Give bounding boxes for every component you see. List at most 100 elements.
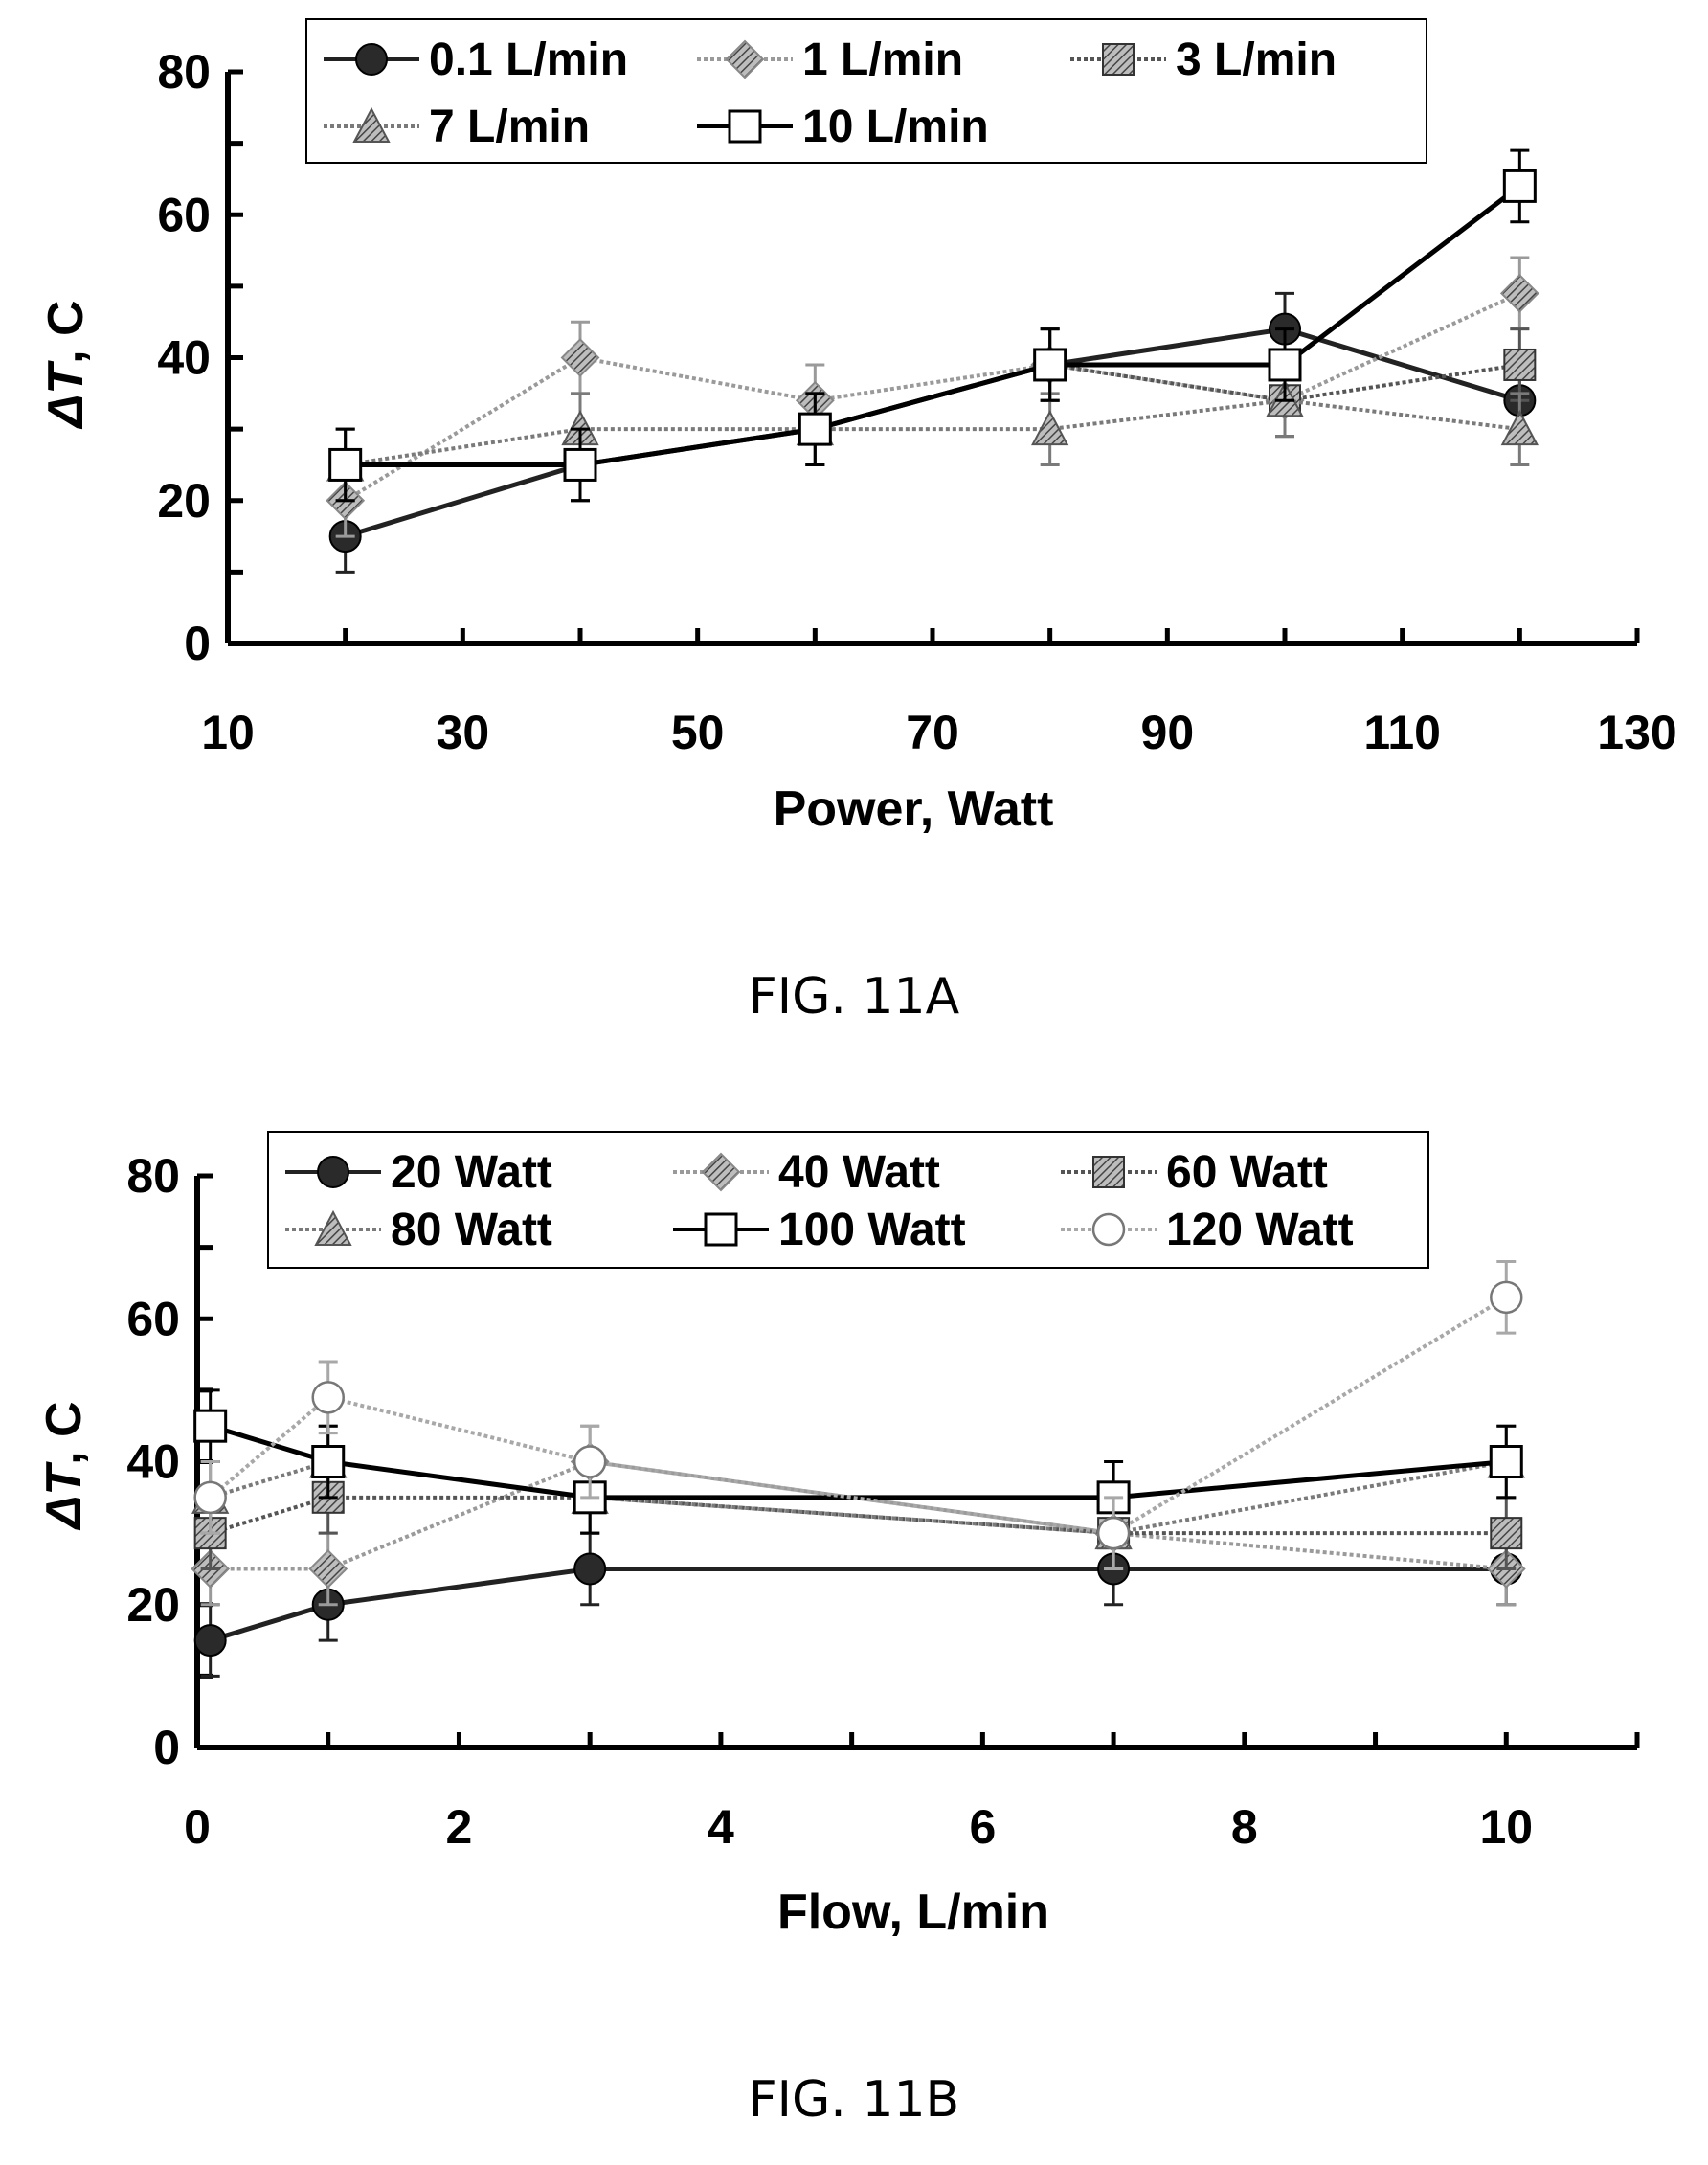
chart-11b-series-line xyxy=(210,1459,1507,1571)
chart-11a-ytick-label: 60 xyxy=(157,188,211,241)
chart-11b-legend-marker xyxy=(704,1212,738,1247)
chart-11b-ytick-label: 80 xyxy=(126,1149,180,1203)
chart-11a-series-line xyxy=(345,398,1520,467)
chart-11a-data-point xyxy=(798,412,832,446)
chart-11b-plot: 0 20 40 60 80 0 2 4 6 8 10 20 Watt 40 Watt 60 Watt 80 … xyxy=(126,1131,1640,1854)
chart-11a-legend-label: 10 L/min xyxy=(802,101,989,152)
chart-11a-xtick-label: 10 xyxy=(201,706,255,759)
chart-11a-xlabel: Power, Watt xyxy=(774,781,1054,837)
chart-11a-legend-label: 3 L/min xyxy=(1176,34,1337,85)
chart-11b-xtick-label: 8 xyxy=(1231,1800,1258,1854)
chart-11a-ytick-label: 40 xyxy=(157,331,211,385)
chart-11b-ylabel-symbol: ΔT xyxy=(36,1461,92,1531)
chart-11b-legend-label: 80 Watt xyxy=(391,1205,552,1255)
chart-11b-legend-marker xyxy=(701,1152,741,1192)
chart-11a-series-line xyxy=(344,327,1521,539)
chart-11b-legend-item: 20 Watt xyxy=(285,1147,552,1198)
chart-11a-legend-box xyxy=(305,18,1427,164)
chart-11a-data-point xyxy=(328,447,363,482)
chart-11b: 0 20 40 60 80 0 2 4 6 8 10 20 Watt 40 Watt 60 Watt 80 … xyxy=(36,1131,1640,2129)
chart-11b-legend-item: 80 Watt xyxy=(285,1205,552,1255)
chart-11a-legend-item: 0.1 L/min xyxy=(324,34,628,85)
chart-11a-data-point xyxy=(1499,273,1539,313)
chart-11a-legend-marker xyxy=(352,106,391,143)
chart-11a-xtick-label: 50 xyxy=(671,706,725,759)
chart-11b-legend-marker xyxy=(317,1156,349,1188)
chart-11b-legend-item: 40 Watt xyxy=(673,1147,940,1198)
chart-11b-legend-box xyxy=(267,1131,1429,1269)
chart-11b-series-line xyxy=(209,1423,1507,1500)
chart-11b-data-point xyxy=(1096,1516,1131,1550)
chart-11b-caption: FIG. 11B xyxy=(749,2071,959,2129)
chart-11a-legend: 0.1 L/min 1 L/min 3 L/min 7 L/min 10 L/min xyxy=(305,18,1427,164)
chart-11a-series-line xyxy=(345,184,1521,467)
chart-11a-ylabel-symbol: ΔT xyxy=(38,360,94,430)
chart-11a-plot: 0 20 40 60 80 10 30 50 70 90 110 130 0.1 L/min 1 L/mi… xyxy=(157,18,1677,759)
chart-11a-data-point xyxy=(1033,348,1068,382)
chart-11a-xtick-label: 70 xyxy=(906,706,959,759)
chart-11a-data-point xyxy=(563,447,597,482)
chart-11a-legend-marker xyxy=(355,43,388,76)
chart-11a-legend-item: 1 L/min xyxy=(697,34,963,85)
chart-11b-data-point xyxy=(193,1624,227,1658)
chart-11b-legend-label: 40 Watt xyxy=(778,1147,940,1198)
chart-11a-xtick-label: 30 xyxy=(437,706,490,759)
chart-11a-data-point xyxy=(1031,409,1069,446)
chart-11b-legend-marker xyxy=(314,1209,352,1246)
chart-11a-ytick-label: 0 xyxy=(184,617,211,670)
chart-11a-series-line xyxy=(345,362,1520,467)
chart-11b-xtick-label: 4 xyxy=(708,1800,734,1854)
chart-11b-ytick-label: 0 xyxy=(153,1721,180,1774)
chart-11b-ytick-label: 20 xyxy=(126,1578,180,1632)
chart-11b-series-line xyxy=(209,1566,1507,1643)
chart-11b-legend-label: 120 Watt xyxy=(1166,1205,1354,1255)
chart-11a-ylabel: ΔT, C xyxy=(38,300,94,429)
chart-11b-legend-marker xyxy=(1092,1156,1125,1188)
chart-11a-xtick-label: 110 xyxy=(1363,706,1441,759)
chart-11b-xtick-label: 10 xyxy=(1479,1800,1533,1854)
chart-11a-ytick-label: 20 xyxy=(157,474,211,528)
chart-11b-data-point xyxy=(311,1445,346,1478)
chart-11a-data-point xyxy=(1503,348,1537,381)
chart-11a-legend-item: 10 L/min xyxy=(697,101,989,152)
chart-11b-data-point xyxy=(308,1549,348,1589)
chart-11b-series-line xyxy=(210,1495,1507,1536)
chart-11a-legend-marker xyxy=(725,39,765,79)
chart-11a-legend-label: 1 L/min xyxy=(802,34,963,85)
chart-11b-legend-item: 100 Watt xyxy=(673,1205,966,1255)
chart-11a-ylabel-unit: , C xyxy=(38,300,94,363)
chart-11b-data-point xyxy=(193,1409,228,1443)
chart-11b-xtick-label: 0 xyxy=(184,1800,211,1854)
chart-11a-series-2 xyxy=(328,327,1537,503)
chart-11a-xtick-label: 90 xyxy=(1141,706,1195,759)
chart-11a-data-point xyxy=(1500,409,1539,446)
chart-11a-series-line xyxy=(344,291,1521,503)
chart-11b-legend-label: 100 Watt xyxy=(778,1205,966,1255)
chart-11b-data-point xyxy=(1490,1280,1523,1315)
chart-11a-series-4 xyxy=(328,148,1537,503)
chart-11b-data-point xyxy=(1490,1517,1523,1550)
chart-11b-series-0 xyxy=(193,1531,1523,1678)
chart-11a-data-point xyxy=(560,338,600,377)
chart-11b-ylabel: ΔT, C xyxy=(36,1401,92,1530)
chart-11b-series-line xyxy=(210,1459,1507,1536)
chart-11a-caption: FIG. 11A xyxy=(749,968,960,1026)
chart-11b-ytick-label: 40 xyxy=(126,1435,180,1489)
chart-11b-legend-marker xyxy=(1091,1212,1126,1247)
chart-11a: 0 20 40 60 80 10 30 50 70 90 110 130 0.1 L/min 1 L/mi… xyxy=(38,18,1677,1026)
chart-11b-xtick-label: 6 xyxy=(969,1800,996,1854)
chart-11b-data-point xyxy=(193,1480,227,1515)
chart-11a-legend-marker xyxy=(1102,43,1135,76)
chart-11b-legend-label: 20 Watt xyxy=(391,1147,552,1198)
chart-11b-ylabel-unit: , C xyxy=(36,1401,92,1464)
chart-11b-series-5 xyxy=(193,1260,1523,1570)
chart-11a-data-point xyxy=(1268,348,1302,382)
chart-11b-legend-label: 60 Watt xyxy=(1166,1147,1328,1198)
chart-11b-data-point xyxy=(1489,1445,1523,1478)
chart-11b-ytick-label: 60 xyxy=(126,1292,180,1345)
chart-11b-data-point xyxy=(311,1381,345,1414)
chart-11a-legend-item: 7 L/min xyxy=(324,101,590,152)
chart-11b-xtick-label: 2 xyxy=(446,1800,473,1854)
chart-11a-legend-marker xyxy=(728,109,762,144)
